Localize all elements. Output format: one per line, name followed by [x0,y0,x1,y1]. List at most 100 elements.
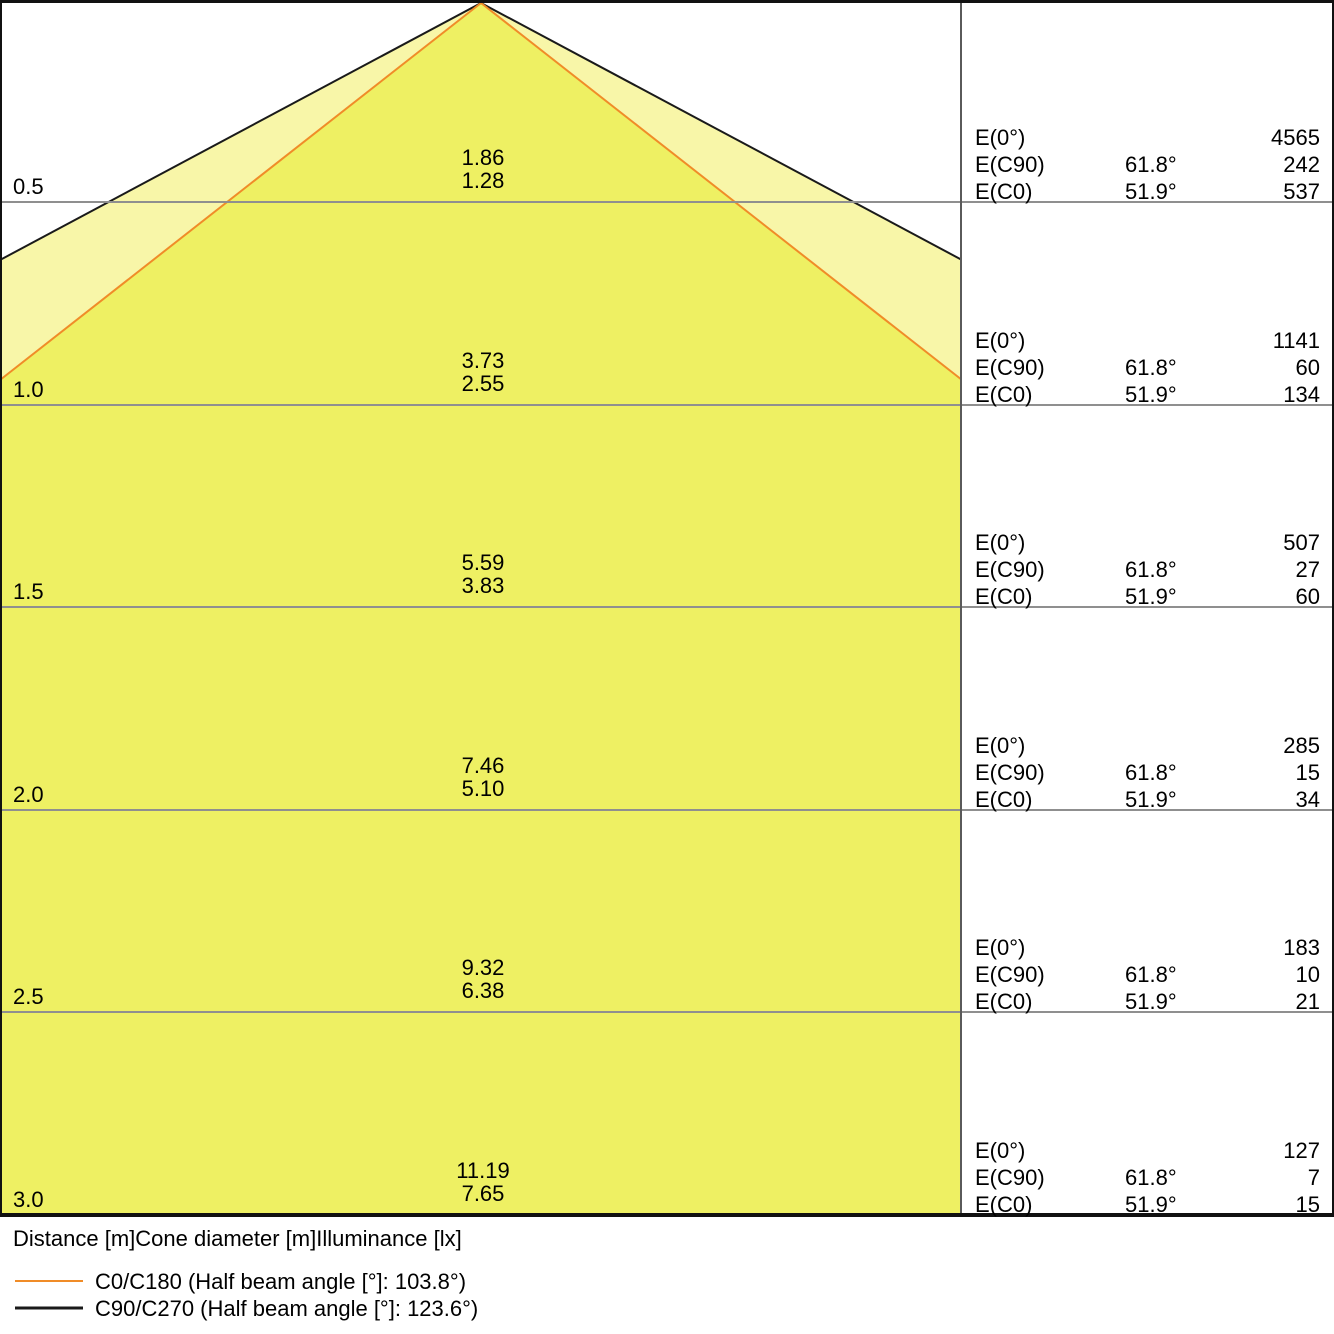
ec0-label: E(C0) [975,989,1033,1014]
ec0-value: 537 [1283,179,1320,204]
ec90-value: 242 [1283,152,1320,177]
ec90-label: E(C90) [975,760,1045,785]
cone-diameter-c0: 7.65 [461,1181,505,1206]
cone-diameter-labels: 9.32 6.38 [383,956,583,1002]
illuminance-row: E(0°) 285 E(C90) 61.8° 15 E(C0) 51.9° 34 [975,732,1320,813]
grid-line-2.0m [2,809,1332,811]
axis-caption: Distance [m]Cone diameter [m]Illuminance… [13,1226,462,1251]
illuminance-row: E(0°) 507 E(C90) 61.8° 27 E(C0) 51.9° 60 [975,529,1320,610]
legend-line-c0-icon [15,1280,83,1282]
ec90-label: E(C90) [975,1165,1045,1190]
ec0-value: 15 [1295,1192,1320,1217]
cone-diameter-labels: 3.73 2.55 [383,349,583,395]
ec0-label: E(C0) [975,382,1033,407]
ec90-value: 15 [1295,760,1320,785]
c0-cone-fill [0,3,962,1215]
grid-line-2.5m [2,1011,1332,1013]
ec0-angle: 51.9° [1125,989,1177,1014]
ec90-value: 7 [1307,1165,1320,1190]
cone-diameter-c0: 5.10 [461,776,505,801]
legend-label-c0: C0/C180 (Half beam angle [°]: 103.8°) [95,1269,467,1294]
illuminance-row: E(0°) 4565 E(C90) 61.8° 242 E(C0) 51.9° 537 [975,124,1320,205]
frame-top-border [0,0,1334,3]
e0-label: E(0°) [975,530,1026,555]
e0-label: E(0°) [975,125,1026,150]
ec90-label: E(C90) [975,152,1045,177]
ec0-value: 134 [1283,382,1320,407]
distance-label: 3.0 [13,1187,44,1212]
frame-left-border [0,0,2,1217]
ec90-angle: 61.8° [1125,760,1177,785]
ec90-angle: 61.8° [1125,355,1177,380]
cone-diameter-labels: 7.46 5.10 [383,754,583,800]
ec90-angle: 61.8° [1125,557,1177,582]
ec0-value: 21 [1295,989,1320,1014]
e0-value: 183 [1283,935,1320,960]
e0-label: E(0°) [975,935,1026,960]
ec0-angle: 51.9° [1125,1192,1177,1217]
e0-label: E(0°) [975,328,1026,353]
e0-value: 285 [1283,733,1320,758]
legend-line-c90-icon [15,1306,83,1310]
distance-label: 1.0 [13,377,44,402]
ec0-label: E(C0) [975,1192,1033,1217]
table-divider-line [960,0,962,1215]
ec0-angle: 51.9° [1125,584,1177,609]
illuminance-row: E(0°) 1141 E(C90) 61.8° 60 E(C0) 51.9° 134 [975,327,1320,408]
ec90-angle: 61.8° [1125,1165,1177,1190]
ec0-value: 34 [1295,787,1320,812]
ec0-label: E(C0) [975,584,1033,609]
e0-value: 1141 [1272,328,1320,353]
ec90-value: 27 [1295,557,1320,582]
c0-cone-line-left [0,2,482,381]
cone-diameter-c90: 1.86 [461,145,505,170]
distance-label: 1.5 [13,579,44,604]
ec0-angle: 51.9° [1125,787,1177,812]
cone-diameter-c90: 3.73 [461,348,505,373]
e0-label: E(0°) [975,1138,1026,1163]
ec90-angle: 61.8° [1125,152,1177,177]
distance-label: 0.5 [13,174,44,199]
cone-diameter-labels: 1.86 1.28 [383,146,583,192]
frame-right-border [1332,0,1334,1217]
distance-label: 2.5 [13,984,44,1009]
ec0-label: E(C0) [975,179,1033,204]
cone-diameter-c90: 11.19 [456,1158,510,1183]
cone-diameter-c90: 5.59 [461,550,505,575]
illuminance-row: E(0°) 127 E(C90) 61.8° 7 E(C0) 51.9° 15 [975,1137,1320,1218]
illuminance-row: E(0°) 183 E(C90) 61.8° 10 E(C0) 51.9° 21 [975,934,1320,1015]
grid-line-1.0m [2,404,1332,406]
cone-diameter-c0: 1.28 [461,168,505,193]
e0-value: 127 [1283,1138,1320,1163]
grid-line-0.5m [2,201,1332,203]
cone-diameter-c90: 7.46 [461,753,505,778]
cone-diameter-c0: 6.38 [461,978,505,1003]
e0-value: 4565 [1271,125,1320,150]
cone-diameter-labels: 11.19 7.65 [383,1159,583,1205]
ec0-angle: 51.9° [1125,179,1177,204]
ec90-angle: 61.8° [1125,962,1177,987]
ec0-angle: 51.9° [1125,382,1177,407]
ec90-label: E(C90) [975,962,1045,987]
beam-cone-plot [0,2,962,1215]
ec0-label: E(C0) [975,787,1033,812]
e0-label: E(0°) [975,733,1026,758]
cone-diameter-c0: 2.55 [461,371,505,396]
legend-label-c90: C90/C270 (Half beam angle [°]: 123.6°) [95,1296,479,1321]
cone-diameter-c0: 3.83 [461,573,505,598]
cone-diameter-labels: 5.59 3.83 [383,551,583,597]
c0-cone-line-right [480,2,962,381]
c90-cone-line-left [0,2,482,261]
ec90-value: 60 [1295,355,1320,380]
ec90-label: E(C90) [975,557,1045,582]
ec90-label: E(C90) [975,355,1045,380]
e0-value: 507 [1283,530,1320,555]
frame-bottom-border [0,1213,1334,1217]
distance-label: 2.0 [13,782,44,807]
cone-diameter-c90: 9.32 [461,955,505,980]
ec0-value: 60 [1295,584,1320,609]
c90-cone-line-right [480,2,962,261]
ec90-value: 10 [1295,962,1320,987]
grid-line-1.5m [2,606,1332,608]
